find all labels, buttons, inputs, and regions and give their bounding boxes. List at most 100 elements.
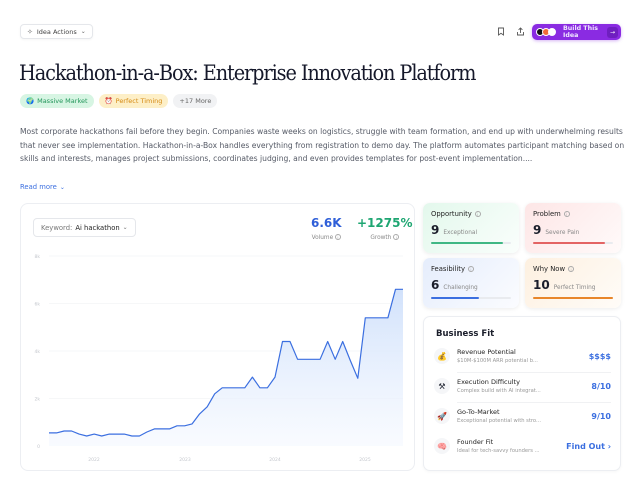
info-icon[interactable]: i <box>393 234 400 240</box>
keyword-value: Ai hackathon <box>75 223 120 232</box>
score-card-why-now: Why Now i 10 Perfect Timing <box>525 258 621 308</box>
score-card-feasibility: Feasibility i 6 Challenging <box>423 258 519 308</box>
build-button-label: Build This Idea <box>563 25 598 39</box>
logo-icon-3 <box>548 28 556 36</box>
chevron-down-icon: ⌄ <box>122 224 128 231</box>
tools-icon: ⚒ <box>434 378 450 394</box>
score-card-opportunity: Opportunity i 9 Exceptional <box>423 203 519 253</box>
business-fit-card: Business Fit 💰 Revenue Potential $10M-$10… <box>423 316 621 471</box>
item-value: 9/10 <box>591 411 611 421</box>
score-bar <box>431 297 511 299</box>
svg-text:2025: 2025 <box>359 457 371 463</box>
svg-text:2022: 2022 <box>88 457 100 463</box>
svg-text:2023: 2023 <box>179 457 191 463</box>
score-name: Opportunity <box>431 210 472 218</box>
svg-text:8k: 8k <box>35 254 41 260</box>
score-bar <box>533 242 613 244</box>
share-icon <box>516 26 524 35</box>
read-more-label: Read more <box>20 183 57 191</box>
volume-label: Volume i <box>311 234 342 241</box>
tag-list: 🌍 Massive Market ⏰ Perfect Timing +17 Mo… <box>20 94 218 108</box>
item-subtitle: Exceptional potential with stro... <box>457 418 541 424</box>
brain-icon: 🧠 <box>434 438 450 454</box>
item-subtitle: Ideal for tech-savvy founders ... <box>457 448 540 454</box>
info-icon[interactable]: i <box>474 211 481 217</box>
tag-perfect-timing[interactable]: ⏰ Perfect Timing <box>98 94 169 108</box>
read-more-link[interactable]: Read more ⌄ <box>20 183 65 191</box>
info-icon[interactable]: i <box>334 234 341 240</box>
tag-label: Perfect Timing <box>115 97 163 105</box>
score-name: Feasibility <box>431 265 465 273</box>
tag-label: Massive Market <box>37 97 88 105</box>
idea-actions-dropdown[interactable]: ✧ Idea Actions ⌄ <box>20 24 93 39</box>
chevron-down-icon: ⌄ <box>80 28 86 35</box>
info-icon[interactable]: i <box>467 266 474 272</box>
business-fit-execution[interactable]: ⚒ Execution Difficulty Complex build with… <box>434 371 611 401</box>
score-label: Challenging <box>443 285 478 291</box>
share-button[interactable] <box>513 24 527 38</box>
growth-metric: +1275% Growth i <box>357 216 412 241</box>
business-fit-title: Business Fit <box>436 329 495 339</box>
sparkle-icon: ✧ <box>27 27 33 36</box>
business-fit-revenue[interactable]: 💰 Revenue Potential $10M-$100M ARR potent… <box>434 341 611 371</box>
score-bar-fill <box>533 297 613 299</box>
item-title: Revenue Potential <box>457 348 516 356</box>
score-value: 9 <box>533 223 542 237</box>
chevron-down-icon: ⌄ <box>59 183 65 191</box>
alarm-clock-icon: ⏰ <box>104 97 113 105</box>
score-value: 9 <box>431 223 440 237</box>
score-bar-fill <box>533 242 605 244</box>
score-name: Why Now <box>533 265 566 273</box>
score-bar <box>431 242 511 244</box>
info-icon[interactable]: i <box>568 266 575 272</box>
find-out-link[interactable]: Find Out › <box>566 441 611 451</box>
build-this-idea-button[interactable]: Build This Idea → <box>532 24 621 40</box>
score-bar-fill <box>431 242 503 244</box>
globe-icon: 🌍 <box>26 97 35 105</box>
svg-text:6k: 6k <box>35 302 41 308</box>
trend-chart-card: Keyword: Ai hackathon ⌄ 6.6K Volume i +1… <box>20 203 415 471</box>
bookmark-icon <box>498 27 504 36</box>
description: Most corporate hackathons fail before th… <box>20 127 625 163</box>
score-name: Problem <box>533 210 561 218</box>
item-value: $$$$ <box>588 351 611 361</box>
item-subtitle: $10M-$100M ARR potential b... <box>457 358 538 364</box>
business-fit-go-to-market[interactable]: 🚀 Go-To-Market Exceptional potential with… <box>434 401 611 431</box>
money-bag-icon: 💰 <box>434 348 450 364</box>
score-value: 10 <box>533 278 550 292</box>
rocket-icon: 🚀 <box>434 408 450 424</box>
svg-text:2k: 2k <box>35 397 41 403</box>
volume-metric: 6.6K Volume i <box>311 216 342 241</box>
svg-text:4k: 4k <box>35 349 41 355</box>
business-fit-founder-fit[interactable]: 🧠 Founder Fit Ideal for tech-savvy founde… <box>434 431 611 461</box>
score-bar <box>533 297 613 299</box>
idea-actions-label: Idea Actions <box>36 27 77 36</box>
top-bar: ✧ Idea Actions ⌄ Build This Idea → <box>0 0 640 60</box>
growth-value: +1275% <box>357 216 413 230</box>
svg-text:2024: 2024 <box>269 457 281 463</box>
divider <box>457 402 611 403</box>
growth-label: Growth i <box>357 234 412 241</box>
arrow-right-icon: → <box>607 26 618 38</box>
info-icon[interactable]: i <box>563 211 570 217</box>
volume-value: 6.6K <box>311 216 342 230</box>
score-label: Perfect Timing <box>553 285 596 291</box>
divider <box>457 372 611 373</box>
tag-label: +17 More <box>179 97 212 105</box>
item-value: 8/10 <box>591 381 611 391</box>
keyword-dropdown[interactable]: Keyword: Ai hackathon ⌄ <box>33 218 136 237</box>
page-title: Hackathon-in-a-Box: Enterprise Innovatio… <box>19 61 476 85</box>
bookmark-button[interactable] <box>494 24 508 38</box>
trend-chart[interactable]: 0 2k 4k 6k 8k 2022 2023 2024 2025 <box>21 204 416 472</box>
keyword-label: Keyword: <box>41 223 73 232</box>
score-bar-fill <box>431 297 479 299</box>
score-value: 6 <box>431 278 440 292</box>
item-title: Go-To-Market <box>457 408 500 416</box>
score-label: Severe Pain <box>545 230 580 236</box>
tag-more[interactable]: +17 More <box>173 94 218 108</box>
svg-text:0: 0 <box>37 444 40 450</box>
tag-massive-market[interactable]: 🌍 Massive Market <box>20 94 94 108</box>
tool-logos <box>536 28 556 36</box>
score-card-problem: Problem i 9 Severe Pain <box>525 203 621 253</box>
score-label: Exceptional <box>443 230 478 236</box>
